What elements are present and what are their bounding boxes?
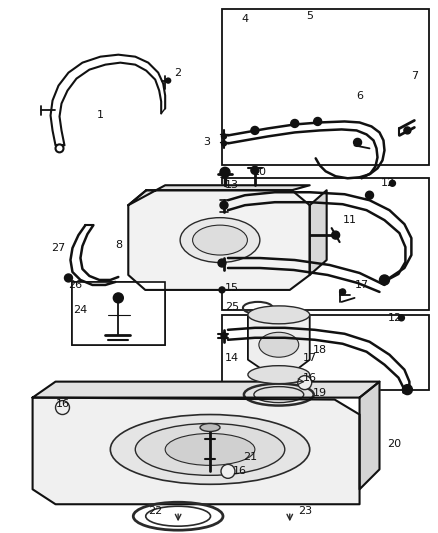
Circle shape [251, 166, 259, 174]
Text: 19: 19 [313, 387, 327, 398]
Circle shape [113, 293, 124, 303]
Text: 16: 16 [56, 399, 70, 409]
Ellipse shape [165, 433, 255, 465]
Bar [222, 178, 429, 310]
Polygon shape [128, 185, 310, 205]
Text: 12: 12 [380, 178, 395, 188]
Circle shape [339, 289, 346, 295]
Circle shape [353, 139, 361, 147]
Circle shape [221, 464, 235, 478]
Circle shape [56, 401, 70, 415]
Text: 23: 23 [298, 506, 312, 516]
Text: 16: 16 [233, 466, 247, 477]
Ellipse shape [180, 217, 260, 263]
Circle shape [366, 191, 374, 199]
Text: 22: 22 [148, 506, 162, 516]
Circle shape [220, 167, 230, 177]
Text: 7: 7 [411, 70, 418, 80]
Text: 2: 2 [175, 68, 182, 78]
Circle shape [404, 127, 411, 134]
Text: 1: 1 [97, 110, 104, 120]
Circle shape [301, 378, 309, 386]
Text: 16: 16 [303, 373, 317, 383]
Circle shape [56, 144, 64, 152]
Ellipse shape [259, 332, 299, 357]
Circle shape [166, 78, 171, 83]
Circle shape [224, 467, 232, 475]
Circle shape [64, 274, 72, 282]
Text: 15: 15 [225, 283, 239, 293]
Text: 17: 17 [354, 280, 369, 290]
Text: 9: 9 [219, 170, 226, 180]
Circle shape [298, 376, 312, 390]
Text: 17: 17 [303, 353, 317, 363]
Circle shape [221, 333, 227, 339]
Text: 8: 8 [115, 240, 122, 250]
Text: 21: 21 [243, 453, 257, 463]
Bar [222, 315, 429, 390]
Circle shape [251, 126, 259, 134]
Ellipse shape [248, 366, 310, 384]
Ellipse shape [200, 424, 220, 432]
Circle shape [403, 385, 413, 394]
Polygon shape [248, 315, 310, 375]
Text: 20: 20 [387, 439, 402, 449]
Text: 6: 6 [356, 91, 363, 101]
Text: 10: 10 [253, 167, 267, 177]
Text: 25: 25 [225, 302, 239, 312]
Polygon shape [128, 190, 310, 290]
Polygon shape [360, 382, 379, 489]
Circle shape [332, 231, 339, 239]
Circle shape [399, 315, 404, 321]
Text: 27: 27 [51, 243, 66, 253]
Text: 24: 24 [73, 305, 88, 315]
Polygon shape [32, 382, 379, 398]
Text: 5: 5 [306, 11, 313, 21]
Ellipse shape [135, 424, 285, 475]
Circle shape [222, 141, 226, 146]
Circle shape [218, 259, 226, 267]
Text: 26: 26 [68, 280, 82, 290]
Bar [222, 9, 429, 165]
Circle shape [222, 134, 226, 139]
Polygon shape [32, 398, 360, 504]
Ellipse shape [110, 415, 310, 484]
Ellipse shape [248, 306, 310, 324]
Text: 3: 3 [204, 138, 211, 148]
Text: 11: 11 [343, 215, 357, 225]
Circle shape [220, 201, 228, 209]
Circle shape [314, 117, 321, 125]
Circle shape [59, 403, 67, 411]
Text: 18: 18 [313, 345, 327, 355]
Circle shape [291, 119, 299, 127]
Text: 12: 12 [387, 313, 402, 323]
Circle shape [389, 180, 396, 186]
Bar [72, 282, 165, 345]
Text: 13: 13 [225, 180, 239, 190]
Circle shape [379, 275, 389, 285]
Text: 4: 4 [241, 14, 248, 24]
Bar [72, 282, 165, 345]
Polygon shape [310, 190, 327, 275]
Text: 14: 14 [225, 353, 239, 363]
Ellipse shape [193, 225, 247, 255]
Circle shape [219, 287, 225, 293]
